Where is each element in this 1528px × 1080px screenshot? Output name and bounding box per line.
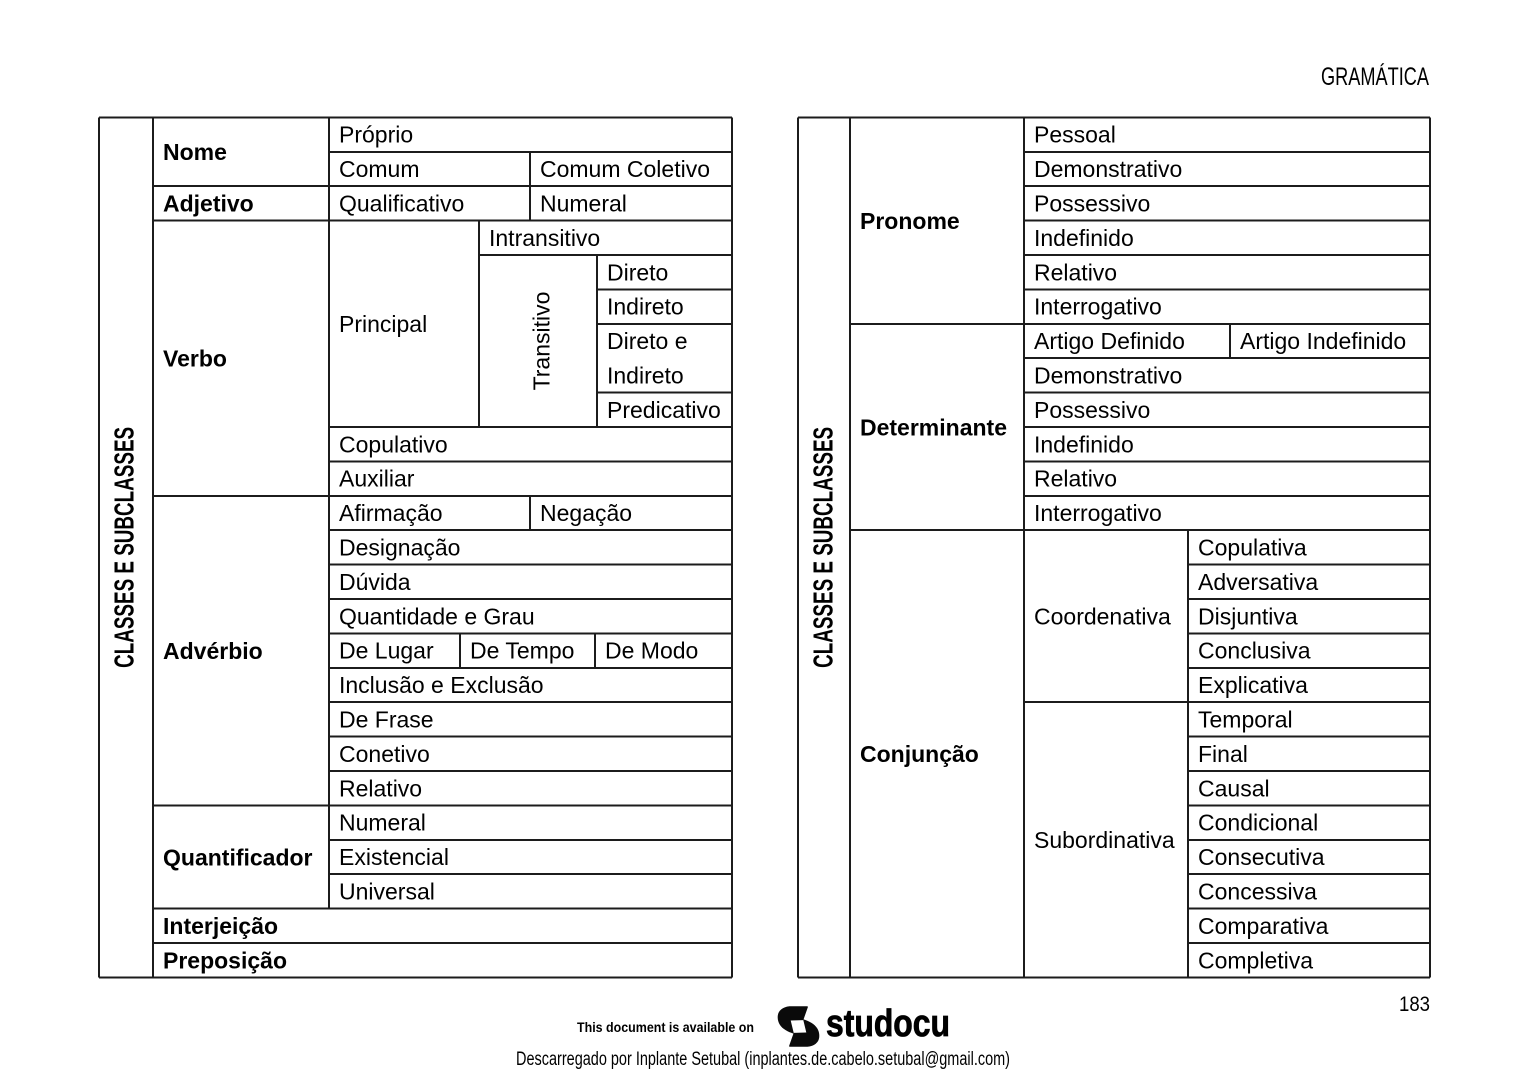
svg-text:Artigo Definido: Artigo Definido (1034, 328, 1185, 354)
svg-text:CLASSES E SUBCLASSES: CLASSES E SUBCLASSES (808, 427, 839, 668)
svg-text:Predicativo: Predicativo (607, 397, 721, 423)
svg-text:This document is available on: This document is available on (577, 1019, 754, 1035)
svg-text:Inclusão e Exclusão: Inclusão e Exclusão (339, 672, 544, 698)
svg-text:Conjunção: Conjunção (860, 741, 979, 767)
svg-text:Pronome: Pronome (860, 208, 960, 234)
svg-text:De Modo: De Modo (605, 638, 698, 664)
svg-text:Adversativa: Adversativa (1198, 569, 1318, 595)
svg-text:Conetivo: Conetivo (339, 741, 430, 767)
svg-text:Coordenativa: Coordenativa (1034, 604, 1171, 630)
svg-text:Completiva: Completiva (1198, 947, 1313, 973)
svg-text:Condicional: Condicional (1198, 810, 1318, 836)
svg-text:Universal: Universal (339, 879, 435, 905)
svg-text:Indefinido: Indefinido (1034, 431, 1134, 457)
svg-text:Intransitivo: Intransitivo (489, 225, 600, 251)
svg-text:Direto: Direto (607, 259, 668, 285)
svg-text:Negação: Negação (540, 500, 632, 526)
svg-text:Explicativa: Explicativa (1198, 672, 1308, 698)
svg-text:Subordinativa: Subordinativa (1034, 827, 1175, 853)
svg-text:Interrogativo: Interrogativo (1034, 294, 1162, 320)
svg-text:Designação: Designação (339, 535, 460, 561)
svg-text:Artigo Indefinido: Artigo Indefinido (1240, 328, 1406, 354)
svg-text:CLASSES E SUBCLASSES: CLASSES E SUBCLASSES (109, 427, 140, 668)
svg-text:Qualificativo: Qualificativo (339, 191, 464, 217)
svg-text:Dúvida: Dúvida (339, 569, 411, 595)
svg-text:Transitivo: Transitivo (529, 292, 555, 391)
svg-text:Determinante: Determinante (860, 414, 1007, 440)
svg-text:183: 183 (1399, 993, 1430, 1016)
svg-text:Verbo: Verbo (163, 346, 227, 372)
svg-text:Descarregado por Inplante Setu: Descarregado por Inplante Setubal (inpla… (516, 1049, 1010, 1070)
svg-text:Indefinido: Indefinido (1034, 225, 1134, 251)
svg-text:Numeral: Numeral (540, 191, 627, 217)
svg-text:Afirmação: Afirmação (339, 500, 443, 526)
svg-text:Relativo: Relativo (1034, 259, 1117, 285)
svg-text:Concessiva: Concessiva (1198, 879, 1317, 905)
svg-text:Nome: Nome (163, 139, 227, 165)
svg-text:Final: Final (1198, 741, 1248, 767)
svg-text:Preposição: Preposição (163, 947, 287, 973)
svg-text:Existencial: Existencial (339, 844, 449, 870)
svg-text:Relativo: Relativo (339, 775, 422, 801)
svg-text:Direto e: Direto e (607, 328, 688, 354)
svg-text:Causal: Causal (1198, 775, 1270, 801)
svg-text:Adjetivo: Adjetivo (163, 191, 254, 217)
svg-text:Relativo: Relativo (1034, 466, 1117, 492)
svg-text:Temporal: Temporal (1198, 707, 1293, 733)
svg-text:Principal: Principal (339, 311, 427, 337)
svg-text:Quantidade e Grau: Quantidade e Grau (339, 603, 535, 629)
svg-text:Demonstrativo: Demonstrativo (1034, 363, 1182, 389)
svg-text:Interjeição: Interjeição (163, 913, 278, 939)
svg-text:GRAMÁTICA: GRAMÁTICA (1321, 62, 1429, 91)
svg-text:Pessoal: Pessoal (1034, 122, 1116, 148)
svg-text:De Tempo: De Tempo (470, 638, 574, 664)
svg-text:Copulativa: Copulativa (1198, 535, 1307, 561)
svg-text:Numeral: Numeral (339, 810, 426, 836)
svg-text:Próprio: Próprio (339, 122, 413, 148)
svg-text:Copulativo: Copulativo (339, 431, 448, 457)
svg-text:Advérbio: Advérbio (163, 638, 263, 664)
svg-text:Possessivo: Possessivo (1034, 397, 1150, 423)
svg-text:Indireto: Indireto (607, 363, 684, 389)
svg-text:studocu: studocu (826, 1003, 950, 1045)
svg-text:Consecutiva: Consecutiva (1198, 844, 1325, 870)
svg-text:Comum Coletivo: Comum Coletivo (540, 156, 710, 182)
svg-text:Auxiliar: Auxiliar (339, 466, 415, 492)
svg-text:Interrogativo: Interrogativo (1034, 500, 1162, 526)
svg-text:Conclusiva: Conclusiva (1198, 638, 1311, 664)
svg-text:De Lugar: De Lugar (339, 638, 434, 664)
svg-text:Indireto: Indireto (607, 294, 684, 320)
svg-text:Disjuntiva: Disjuntiva (1198, 603, 1298, 629)
svg-text:Comum: Comum (339, 156, 420, 182)
svg-text:Quantificador: Quantificador (163, 844, 313, 870)
svg-text:Possessivo: Possessivo (1034, 191, 1150, 217)
svg-text:Comparativa: Comparativa (1198, 913, 1329, 939)
svg-text:Demonstrativo: Demonstrativo (1034, 156, 1182, 182)
svg-text:De Frase: De Frase (339, 707, 434, 733)
